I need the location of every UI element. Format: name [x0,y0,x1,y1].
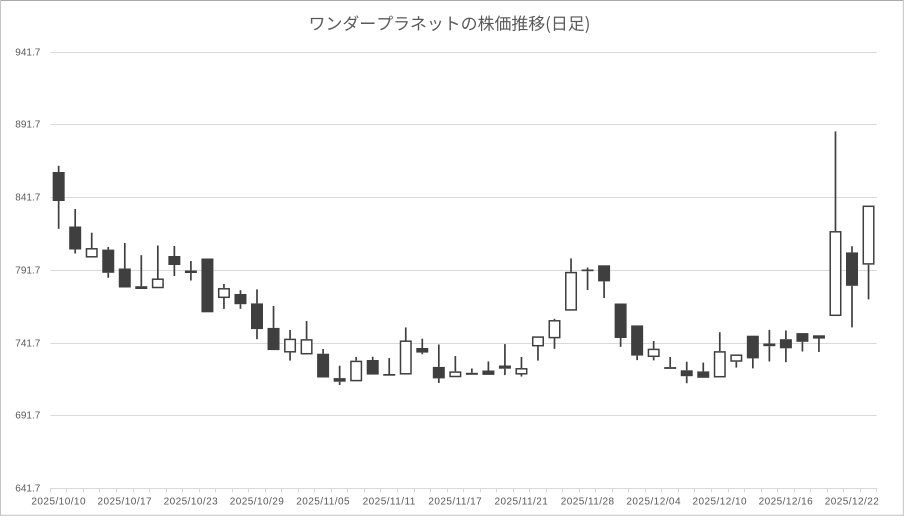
svg-text:791.7: 791.7 [15,266,40,277]
svg-text:2025/10/29: 2025/10/29 [230,497,285,508]
svg-text:641.7: 641.7 [15,484,40,495]
svg-text:2025/11/05: 2025/11/05 [296,497,350,508]
svg-text:2025/12/04: 2025/12/04 [626,497,681,508]
svg-text:691.7: 691.7 [15,411,40,422]
svg-text:2025/10/23: 2025/10/23 [164,497,219,508]
svg-text:2025/12/16: 2025/12/16 [759,497,814,508]
svg-text:2025/11/17: 2025/11/17 [428,497,482,508]
svg-text:2025/10/17: 2025/10/17 [98,497,153,508]
svg-text:2025/12/22: 2025/12/22 [825,497,880,508]
svg-text:891.7: 891.7 [15,120,40,131]
svg-text:841.7: 841.7 [15,193,40,204]
svg-text:2025/11/28: 2025/11/28 [561,497,615,508]
svg-text:2025/12/10: 2025/12/10 [693,497,748,508]
svg-text:2025/11/21: 2025/11/21 [494,497,548,508]
svg-text:741.7: 741.7 [15,339,40,350]
svg-text:2025/10/10: 2025/10/10 [31,497,86,508]
svg-text:941.7: 941.7 [15,48,40,59]
svg-text:2025/11/11: 2025/11/11 [363,497,416,508]
